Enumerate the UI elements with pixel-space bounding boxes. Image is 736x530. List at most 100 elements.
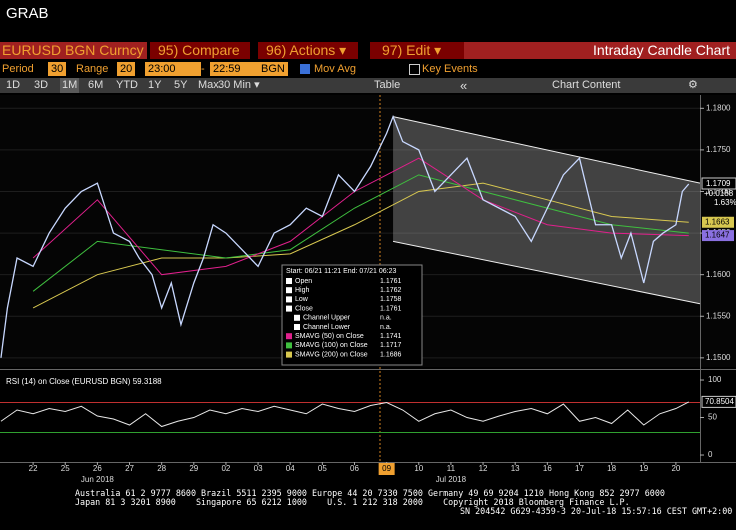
x-tick-label: 13: [511, 464, 520, 473]
x-tick-label: 03: [254, 464, 263, 473]
y-tick-label: 50: [708, 413, 717, 422]
info-value: 1.1741: [380, 333, 402, 340]
window-title: GRAB: [6, 5, 49, 22]
label: Range: [76, 63, 109, 75]
y-tick-label: 100: [708, 375, 722, 384]
actions-button[interactable]: 96) Actions ▾: [258, 42, 358, 59]
separator: -: [201, 63, 205, 75]
last-price-box: [701, 177, 736, 190]
cursor-date-box: [378, 463, 395, 475]
label: Key Events: [422, 63, 478, 75]
info-range: Start: 06/21 11:21 End: 07/21 06:23: [286, 268, 397, 275]
x-tick-label: 20: [671, 464, 680, 473]
info-label: Channel Lower: [303, 324, 351, 331]
x-tick-label: 02: [221, 464, 230, 473]
rsi-value: 70.8504: [705, 397, 734, 406]
info-value: 1.1761: [380, 305, 402, 312]
chart-content[interactable]: Chart Content: [552, 79, 621, 91]
info-swatch: [286, 278, 292, 284]
info-swatch: [286, 333, 292, 340]
footer-line: SN 204542 G629-4359-3 20-Jul-18 15:57:16…: [460, 506, 733, 516]
range-button[interactable]: 1M: [60, 78, 80, 93]
y-tick-label: 0: [708, 450, 713, 459]
info-label: SMAVG (100) on Close: [295, 342, 368, 349]
ma-price: 1.1647: [705, 231, 730, 240]
info-value: 1.1717: [380, 342, 402, 349]
change-pct: 1.63%: [714, 198, 736, 207]
range-button[interactable]: 5Y: [174, 79, 188, 91]
info-value: 1.1761: [380, 278, 402, 285]
x-tick-label: 26: [93, 464, 102, 473]
x-tick-label: 19: [639, 464, 648, 473]
last-price: 1.1709: [706, 179, 731, 188]
info-value: n.a.: [380, 324, 392, 331]
info-swatch: [286, 305, 292, 312]
table-button[interactable]: Table: [374, 79, 401, 91]
y-tick-label: 1.1550: [706, 311, 731, 320]
x-tick-label: 09: [382, 464, 391, 473]
toolbar: 30 Min ▾ Table « Chart Content ⚙ 1D 3D 1M 6…: [0, 78, 736, 93]
month-label: Jun 2018: [81, 475, 114, 484]
x-tick-label: 12: [479, 464, 488, 473]
info-label: Close: [295, 305, 313, 312]
edit-button[interactable]: 97) Edit ▾: [370, 42, 470, 59]
month-label: Jul 2018: [436, 475, 467, 484]
y-tick-label: 1.1750: [706, 145, 731, 154]
security[interactable]: EURUSD BGN Curncy: [0, 42, 147, 59]
label: Period: [2, 63, 34, 75]
compare-button[interactable]: 95) Compare: [150, 42, 250, 59]
footer-line: Australia 61 2 9777 8600 Brazil 5511 239…: [75, 488, 665, 498]
checkbox[interactable]: [409, 64, 420, 75]
info-swatch: [294, 324, 300, 330]
info-label: Open: [295, 278, 312, 285]
info-box: [281, 264, 423, 366]
ma-price-box: [702, 216, 734, 228]
info-label: Channel Upper: [303, 315, 351, 322]
rsi-value-box: [701, 395, 736, 408]
x-tick-label: 29: [189, 464, 198, 473]
x-tick-label: 25: [61, 464, 70, 473]
input[interactable]: 23:00: [145, 62, 201, 76]
info-value: n.a.: [380, 315, 392, 322]
back-button[interactable]: «: [460, 78, 468, 93]
ma-price-box: [702, 230, 734, 242]
change: +0.0188: [704, 189, 734, 198]
input[interactable]: 30: [48, 62, 67, 76]
info-value: 1.1686: [380, 351, 402, 358]
y-tick-label: 1.1600: [706, 270, 731, 279]
range-button[interactable]: 6M: [88, 79, 104, 91]
interval[interactable]: 30 Min ▾: [218, 79, 260, 91]
y-tick-label: 1.1500: [706, 353, 731, 362]
range-button[interactable]: 1Y: [148, 79, 162, 91]
ma-price: 1.1663: [705, 217, 730, 226]
range-button[interactable]: 1D: [6, 79, 21, 91]
info-swatch: [286, 351, 292, 358]
info-swatch: [286, 296, 292, 303]
info-label: SMAVG (200) on Close: [295, 351, 368, 358]
checkbox[interactable]: [300, 64, 310, 74]
info-value: 1.1762: [380, 287, 402, 294]
channel-line: [392, 240, 701, 305]
x-tick-label: 05: [318, 464, 327, 473]
input[interactable]: BGN: [258, 62, 288, 76]
info-label: Low: [295, 296, 309, 303]
range-button[interactable]: Max: [198, 79, 219, 91]
input[interactable]: 22:59: [210, 62, 260, 76]
moving-average: [32, 182, 689, 309]
x-tick-label: 27: [125, 464, 134, 473]
range-button[interactable]: YTD: [116, 79, 138, 91]
info-swatch: [286, 287, 292, 294]
settings-button[interactable]: ⚙: [688, 79, 698, 91]
x-tick-label: 11: [447, 464, 456, 473]
x-tick-label: 18: [607, 464, 616, 473]
range-button[interactable]: 3D: [34, 79, 49, 91]
x-tick-label: 06: [350, 464, 359, 473]
x-tick-label: 28: [157, 464, 166, 473]
x-tick-label: 16: [543, 464, 552, 473]
x-tick-label: 17: [575, 464, 584, 473]
input[interactable]: 20: [117, 62, 136, 76]
x-tick-label: 10: [414, 464, 423, 473]
info-label: High: [295, 287, 310, 294]
x-tick-label: 22: [29, 464, 38, 473]
